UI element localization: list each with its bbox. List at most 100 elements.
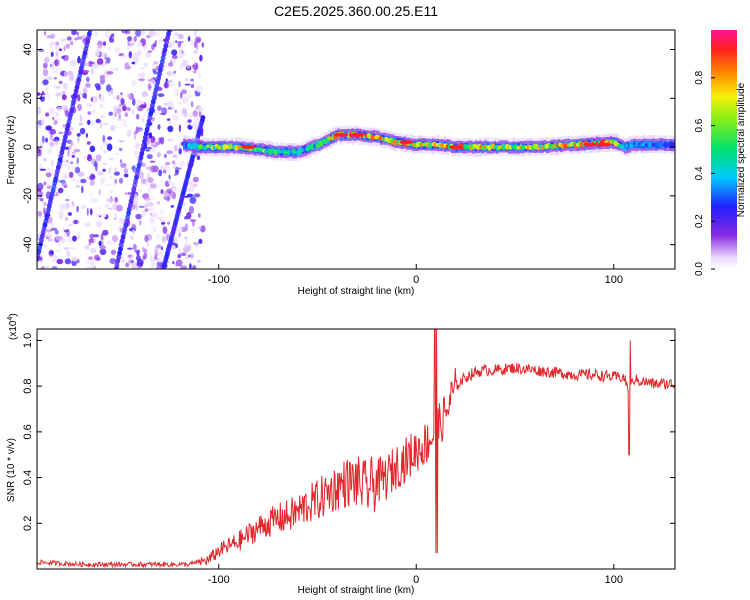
noise-speck (43, 202, 47, 207)
noise-speck (77, 94, 81, 102)
noise-speck (62, 226, 65, 232)
noise-speck (193, 30, 197, 38)
noise-speck (74, 219, 77, 225)
noise-speck (118, 140, 125, 143)
noise-speck (86, 76, 90, 83)
noise-speck (198, 72, 202, 79)
noise-speck (89, 61, 95, 65)
noise-speck (135, 103, 139, 110)
noise-speck (175, 152, 178, 161)
noise-speck (61, 90, 66, 95)
colorbar: 0.0 0.2 0.4 0.6 0.8 Normalized spectral ampl… (694, 30, 747, 276)
noise-speck (61, 182, 68, 187)
noise-streaks (37, 30, 206, 269)
noise-speck (70, 247, 77, 250)
noise-speck (121, 53, 129, 60)
noise-speck (72, 256, 78, 262)
noise-speck (141, 210, 146, 218)
noise-speck (85, 102, 90, 108)
noise-speck (54, 230, 59, 235)
noise-speck (67, 212, 72, 216)
noise-speck (177, 102, 182, 105)
bottom-x-axis-label: Height of straight line (km) (298, 585, 415, 596)
noise-speck (175, 259, 183, 267)
noise-speck (158, 169, 163, 177)
bottom-scale-label: (x104) (7, 313, 19, 340)
noise-speck (62, 159, 70, 167)
noise-speck (149, 183, 156, 189)
noise-speck (62, 83, 67, 89)
noise-speck (82, 93, 87, 99)
noise-speck (154, 246, 157, 253)
noise-speck (100, 240, 105, 247)
noise-speck (116, 204, 123, 212)
noise-speck (109, 258, 117, 264)
noise-speck (83, 70, 90, 73)
track-peak (596, 142, 611, 147)
noise-speck (67, 70, 74, 76)
noise-speck (127, 45, 131, 51)
noise-speck (66, 250, 71, 258)
noise-speck (99, 176, 107, 183)
noise-speck (37, 125, 42, 129)
snr-background (37, 329, 675, 569)
noise-speck (71, 155, 76, 158)
noise-speck (198, 106, 204, 112)
noise-speck (68, 127, 74, 131)
noise-speck (99, 114, 106, 119)
noise-speck (178, 160, 186, 167)
noise-speck (49, 133, 54, 140)
noise-speck (64, 110, 70, 117)
noise-speck (63, 71, 68, 77)
noise-speck (107, 197, 114, 203)
noise-speck (192, 70, 197, 74)
noise-speck (79, 114, 83, 123)
noise-speck (139, 128, 142, 132)
colorbar-tick-label: 0.6 (694, 118, 705, 132)
noise-speck (168, 62, 174, 67)
noise-speck (106, 71, 114, 75)
noise-speck (130, 235, 134, 241)
colorbar-axis: 0.0 0.2 0.4 0.6 0.8 (694, 70, 715, 276)
bottom-y-axis-label: SNR (10 * v/v) (6, 438, 17, 502)
noise-speck (201, 42, 205, 48)
top-x-tick-label: 100 (605, 274, 623, 286)
noise-speck (53, 77, 58, 80)
noise-speck (187, 112, 194, 118)
noise-speck (87, 111, 92, 115)
noise-speck (160, 189, 164, 194)
noise-speck (46, 168, 53, 173)
noise-speck (171, 191, 176, 200)
noise-speck (118, 113, 121, 121)
noise-speck (162, 226, 168, 234)
noise-speck (98, 189, 101, 196)
noise-speck (96, 214, 100, 217)
noise-speck (105, 84, 112, 92)
noise-speck (69, 62, 76, 67)
noise-speck (196, 38, 201, 44)
noise-speck (69, 171, 74, 178)
noise-speck (141, 178, 147, 184)
noise-speck (114, 196, 119, 203)
noise-speck (114, 111, 117, 118)
noise-speck (71, 30, 77, 36)
noise-speck (71, 178, 76, 181)
noise-speck (108, 111, 114, 116)
noise-speck (91, 109, 96, 115)
noise-speck (95, 118, 101, 124)
noise-speck (168, 137, 174, 142)
noise-speck (52, 84, 56, 90)
noise-speck (45, 137, 49, 143)
noise-speck (56, 258, 64, 265)
noise-speck (192, 173, 196, 178)
noise-speck (45, 236, 49, 239)
noise-speck (99, 245, 106, 250)
noise-speck (86, 141, 91, 145)
noise-speck (89, 233, 95, 239)
noise-speck (138, 205, 145, 208)
noise-speck (156, 216, 164, 220)
noise-speck (154, 40, 158, 44)
noise-speck (149, 165, 157, 173)
noise-speck (64, 247, 69, 250)
noise-speck (166, 150, 174, 155)
